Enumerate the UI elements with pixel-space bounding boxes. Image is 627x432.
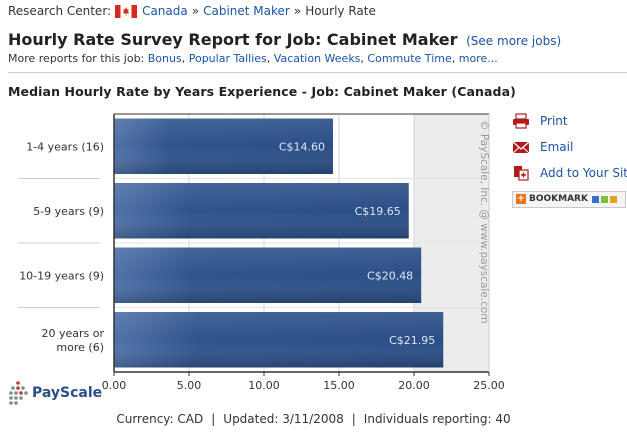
x-tick-label: 20.00	[398, 379, 430, 392]
chart-title: Median Hourly Rate by Years Experience -…	[8, 84, 516, 99]
add-to-site-icon	[512, 165, 530, 181]
page-title-row: Hourly Rate Survey Report for Job: Cabin…	[8, 30, 561, 49]
category-label: 20 years or	[41, 327, 104, 340]
bookmark-label: BOOKMARK	[529, 194, 588, 204]
more-reports-label: More reports for this job:	[8, 52, 145, 65]
bookmark-service-icon	[591, 195, 599, 203]
report-link-more[interactable]: more...	[458, 52, 498, 65]
printer-icon	[512, 113, 530, 129]
breadcrumb-separator: »	[191, 4, 200, 18]
bar-shade	[114, 183, 409, 239]
category-label: 10-19 years (9)	[19, 269, 104, 282]
x-tick-label: 10.00	[248, 379, 280, 392]
side-actions: Print Email Add to Your Site + BOOKMARK	[512, 108, 627, 208]
currency-info: Currency: CAD	[116, 412, 204, 426]
header-divider	[8, 72, 627, 73]
report-link-commute-time[interactable]: Commute Time	[367, 52, 452, 65]
category-label: 5-9 years (9)	[33, 205, 104, 218]
category-label: 1-4 years (16)	[26, 140, 104, 153]
bar-shade	[114, 247, 422, 303]
payscale-dots-icon	[8, 380, 28, 406]
report-link-bonus[interactable]: Bonus	[147, 52, 182, 65]
breadcrumb-canada-link[interactable]: Canada	[142, 4, 188, 18]
add-to-site-action[interactable]: Add to Your Site	[512, 160, 627, 186]
chart-footer: Currency: CAD | Updated: 3/11/2008 | Individ…	[116, 412, 511, 426]
bookmark-service-icon	[609, 195, 617, 203]
add-to-site-link[interactable]: Add to Your Site	[540, 166, 627, 180]
updated-info: Updated: 3/11/2008	[223, 412, 344, 426]
plus-icon: +	[516, 194, 526, 204]
breadcrumb-job-link[interactable]: Cabinet Maker	[203, 4, 290, 18]
payscale-wordmark: PayScale	[32, 385, 103, 401]
watermark: © PayScale, Inc. @ www.payscale.com	[478, 120, 490, 324]
print-link[interactable]: Print	[540, 114, 568, 128]
bar-shade	[114, 118, 333, 174]
bar-value-label: C$14.60	[279, 140, 325, 153]
breadcrumb-prefix: Research Center:	[8, 4, 112, 18]
bar-value-label: C$21.95	[389, 334, 435, 347]
payscale-logo: PayScale	[8, 380, 102, 406]
x-tick-label: 5.00	[177, 379, 202, 392]
breadcrumb-current: Hourly Rate	[305, 4, 376, 18]
bookmark-service-icon	[600, 195, 608, 203]
canada-flag-icon	[115, 4, 138, 18]
bar-value-label: C$19.65	[355, 205, 401, 218]
report-link-popular-tallies[interactable]: Popular Tallies	[188, 52, 267, 65]
category-label: more (6)	[56, 341, 104, 354]
envelope-icon	[512, 139, 530, 155]
email-action[interactable]: Email	[512, 134, 627, 160]
breadcrumb: Research Center: Canada » Cabinet Maker …	[8, 4, 376, 18]
x-tick-label: 0.00	[102, 379, 127, 392]
x-tick-label: 15.00	[323, 379, 355, 392]
page-title: Hourly Rate Survey Report for Job: Cabin…	[8, 30, 458, 49]
x-tick-label: 25.00	[473, 379, 505, 392]
more-reports-row: More reports for this job: Bonus, Popula…	[8, 52, 498, 65]
report-link-vacation-weeks[interactable]: Vacation Weeks	[273, 52, 361, 65]
bookmark-button[interactable]: + BOOKMARK	[512, 190, 626, 208]
breadcrumb-separator: »	[293, 4, 302, 18]
see-more-jobs-link[interactable]: (See more jobs)	[466, 34, 562, 48]
email-link[interactable]: Email	[540, 140, 574, 154]
bar-shade	[114, 312, 444, 368]
print-action[interactable]: Print	[512, 108, 627, 134]
hourly-rate-chart: C$14.60 1-4 years (16) C$19.65 5-9 years (9…	[18, 113, 505, 392]
bar-value-label: C$20.48	[367, 269, 413, 282]
reporting-info: Individuals reporting: 40	[363, 412, 511, 426]
